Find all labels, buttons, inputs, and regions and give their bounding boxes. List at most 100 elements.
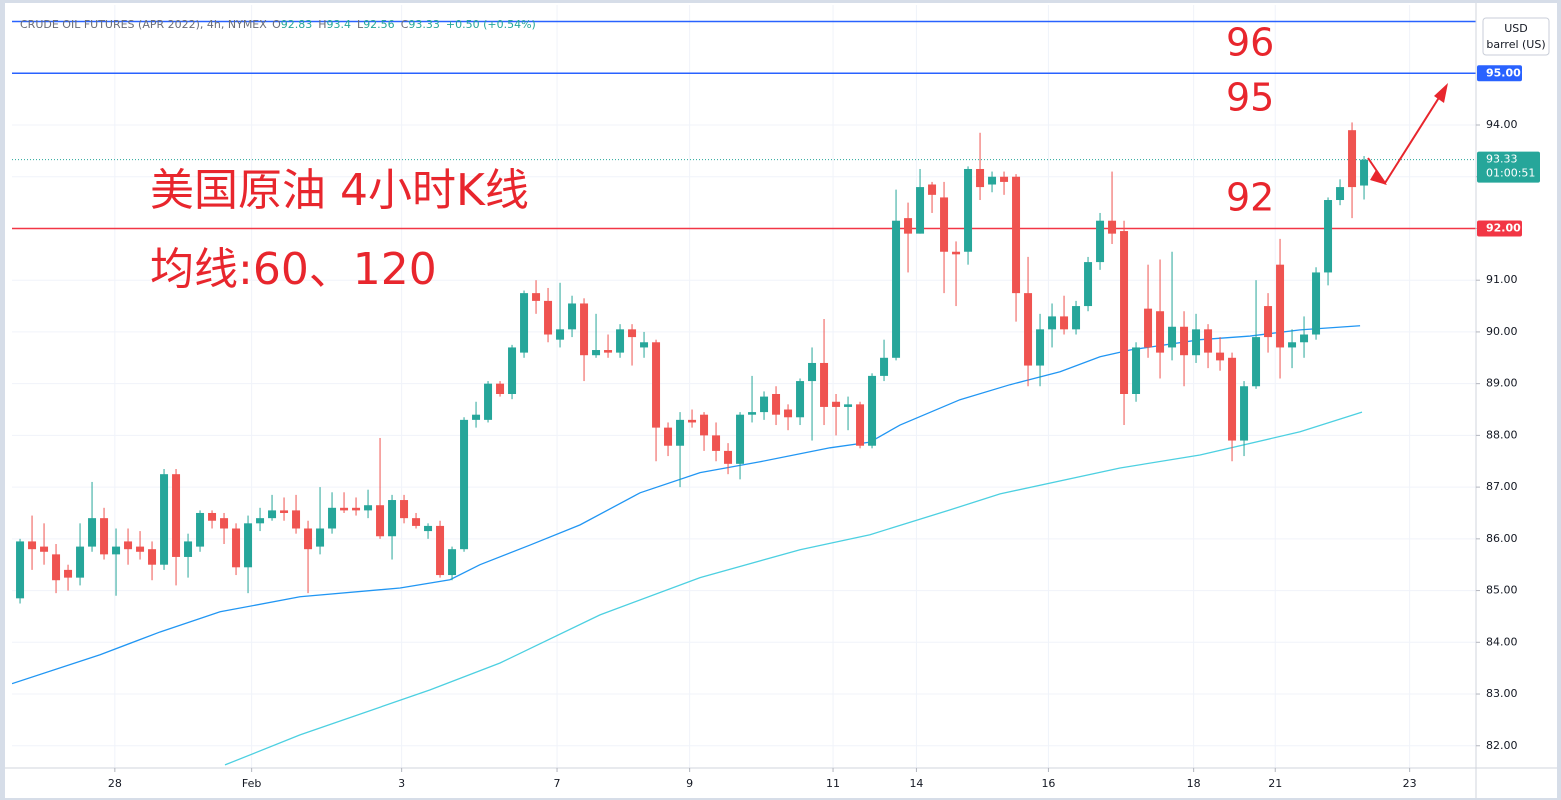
y-tick-label: 84.00 <box>1486 635 1518 648</box>
candle-body <box>796 381 805 418</box>
candle-body <box>244 523 253 568</box>
candle-body <box>1252 337 1261 387</box>
candle-body <box>280 510 289 513</box>
y-tick-label: 88.00 <box>1486 428 1518 441</box>
candle-body <box>1000 176 1009 182</box>
candle-body <box>400 500 409 519</box>
header-part: L <box>357 18 364 31</box>
x-tick-label: 18 <box>1187 777 1201 790</box>
header-part: 92.56 <box>363 18 395 31</box>
candle-body <box>1228 357 1237 441</box>
y-tick-label: 82.00 <box>1486 739 1518 752</box>
level-label: 95.00 <box>1486 66 1521 79</box>
candle-body <box>304 528 313 550</box>
x-tick-label: 11 <box>826 777 840 790</box>
arrow <box>1367 83 1448 185</box>
candle-body <box>1360 159 1369 186</box>
last-price-box <box>1477 151 1540 183</box>
candle-body <box>988 176 997 185</box>
candle-body <box>520 293 529 353</box>
y-tick-label: 83.00 <box>1486 687 1518 700</box>
candle-body <box>904 218 913 234</box>
x-tick-label: 23 <box>1403 777 1417 790</box>
candle-body <box>208 512 217 521</box>
candle-body <box>160 474 169 565</box>
unit: barrel (US) <box>1486 38 1545 51</box>
candle-body <box>760 396 769 413</box>
candle-body <box>1312 272 1321 335</box>
x-tick-label: 28 <box>108 777 122 790</box>
candle-body <box>820 362 829 407</box>
candle-body <box>1060 316 1069 330</box>
candle-body <box>808 362 817 382</box>
candle-body <box>1048 316 1057 330</box>
candle-body <box>196 512 205 547</box>
candle-body <box>76 546 85 578</box>
candle-body <box>1204 329 1213 353</box>
candle-body <box>424 525 433 532</box>
candle-body <box>184 541 193 557</box>
candle-body <box>1156 311 1165 353</box>
x-tick-label: 7 <box>554 777 561 790</box>
candle-body <box>1264 306 1273 338</box>
header-part: 92.83 <box>281 18 313 31</box>
candle-body <box>40 546 49 552</box>
candle-body <box>508 347 517 395</box>
candle-body <box>604 350 613 353</box>
candle-body <box>352 507 361 511</box>
candle-body <box>736 414 745 464</box>
header-part: 93.33 <box>408 18 440 31</box>
candle-body <box>1036 329 1045 366</box>
candle-body <box>328 507 337 529</box>
candle-body <box>436 525 445 576</box>
candle-body <box>220 518 229 529</box>
candle-body <box>544 300 553 335</box>
candle-body <box>916 187 925 234</box>
candle-body <box>64 569 73 578</box>
candle-body <box>1348 130 1357 188</box>
x-tick-label: 16 <box>1041 777 1055 790</box>
candle-body <box>484 383 493 420</box>
x-tick-label: 14 <box>909 777 923 790</box>
header-part: C <box>401 18 409 31</box>
candle-body <box>1072 306 1081 330</box>
moving-average <box>12 325 1361 685</box>
candle-body <box>16 541 25 599</box>
unit-box: USD barrel (US) <box>1482 17 1550 56</box>
y-tick-label: 86.00 <box>1486 532 1518 545</box>
header-part: CRUDE OIL FUTURES (APR 2022), 4h, NYMEX <box>20 18 267 31</box>
candle-body <box>772 394 781 415</box>
candle-body <box>748 412 757 415</box>
x-tick-label: 21 <box>1268 777 1282 790</box>
annotation: 96 <box>1226 21 1274 65</box>
x-tick-label: 9 <box>686 777 693 790</box>
header-part: O <box>272 18 281 31</box>
candle-body <box>268 510 277 519</box>
candle-body <box>88 518 97 547</box>
header-part: 93.4 <box>327 18 352 31</box>
candle-body <box>640 342 649 348</box>
candle-body <box>376 505 385 537</box>
candle-body <box>652 342 661 428</box>
candle-body <box>1192 329 1201 356</box>
x-tick-label: 3 <box>398 777 405 790</box>
annotation: 美国原油 4小时K线 <box>150 165 529 216</box>
y-tick-label: 85.00 <box>1486 584 1518 597</box>
candle-body <box>628 329 637 338</box>
candle-body <box>964 168 973 252</box>
y-tick-label: 90.00 <box>1486 325 1518 338</box>
candle-body <box>100 518 109 555</box>
y-tick-label: 91.00 <box>1486 273 1518 286</box>
candle-body <box>292 510 301 529</box>
symbol-header: CRUDE OIL FUTURES (APR 2022), 4h, NYMEX O… <box>20 18 536 31</box>
candle-body <box>448 549 457 576</box>
candle-body <box>1168 326 1177 348</box>
candle-body <box>724 450 733 464</box>
candle-body <box>1216 352 1225 361</box>
candle-body <box>112 546 121 555</box>
level-label: 92.00 <box>1486 221 1521 234</box>
candle-body <box>712 435 721 451</box>
candle-body <box>340 507 349 511</box>
candle-body <box>856 404 865 446</box>
